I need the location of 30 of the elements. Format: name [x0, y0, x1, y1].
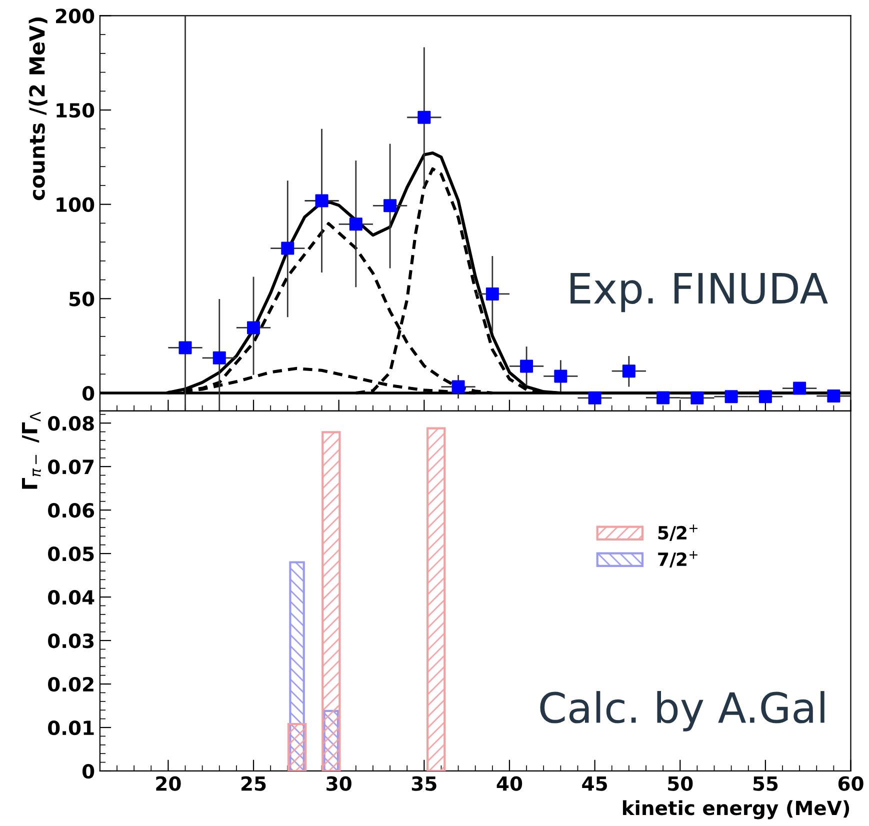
y-tick-label: 0.06 — [48, 503, 94, 518]
y-tick-label: 100 — [56, 197, 94, 212]
x-tick-label: 45 — [582, 776, 607, 791]
y-axis-title: Γ$_{π−}$ /Γ$_{Λ}$ — [22, 412, 41, 489]
x-tick-label: 25 — [242, 776, 266, 791]
y-tick-label: 0.02 — [48, 676, 94, 692]
y-tick-label: 0 — [82, 386, 94, 401]
x-tick-label: 55 — [753, 776, 778, 791]
legend-label: 5/2$^{+}$ — [658, 524, 698, 541]
x-tick-label: 30 — [326, 776, 352, 791]
annotation: Calc. by A.Gal — [540, 691, 824, 732]
x-tick-label: 35 — [412, 776, 436, 791]
x-tick-label: 40 — [496, 776, 522, 791]
y-tick-label: 0.04 — [48, 590, 94, 605]
y-tick-label: 0.08 — [48, 416, 94, 431]
x-axis-title: kinetic energy (MeV) — [622, 800, 850, 820]
y-tick-label: 50 — [70, 292, 94, 306]
legend-label: 7/2$^{+}$ — [658, 550, 698, 568]
x-tick-label: 20 — [156, 776, 181, 791]
y-tick-label: 0.05 — [48, 546, 94, 562]
x-tick-label: 60 — [838, 776, 864, 791]
y-tick-label: 150 — [56, 102, 94, 118]
x-tick-label: 50 — [668, 776, 693, 791]
y-tick-label: 200 — [56, 8, 94, 24]
y-tick-label: 0.01 — [48, 720, 94, 736]
y-tick-label: 0 — [82, 764, 94, 779]
annotation: Exp. FINUDA — [570, 273, 828, 312]
y-tick-label: 0.03 — [48, 633, 94, 648]
y-tick-label: 0.07 — [48, 460, 94, 474]
y-axis-title: counts /(2 MeV) — [28, 17, 48, 200]
